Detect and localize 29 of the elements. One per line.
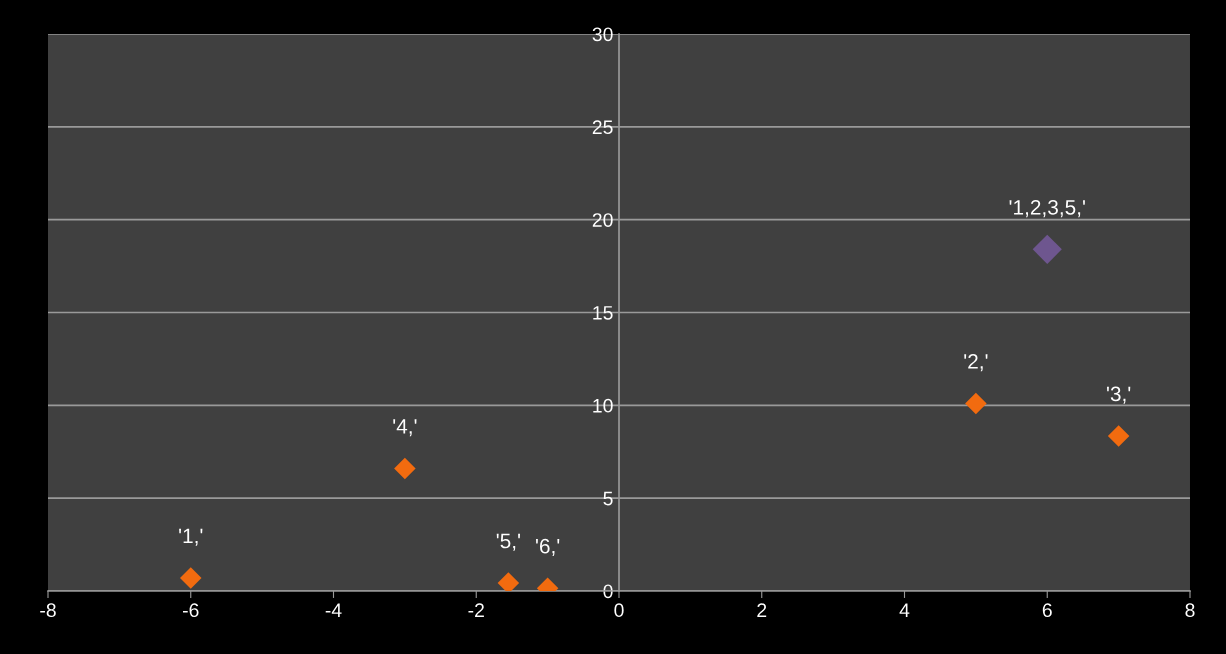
point bbox=[965, 392, 987, 415]
annotation: '1,2,3,5,' bbox=[1009, 199, 1085, 218]
y-tick-label: 0 bbox=[603, 584, 613, 599]
annotation: '2,' bbox=[964, 354, 988, 372]
x-tick-label: 4 bbox=[899, 603, 910, 617]
annotation: '5,' bbox=[496, 533, 520, 551]
annotation: '6,' bbox=[536, 538, 560, 556]
point bbox=[394, 457, 416, 480]
point bbox=[179, 567, 202, 589]
point bbox=[1032, 234, 1062, 264]
x-tick-label: -4 bbox=[325, 603, 342, 617]
y-tick-label: 30 bbox=[592, 27, 613, 42]
point bbox=[497, 572, 520, 591]
y-tick-label: 5 bbox=[603, 491, 613, 506]
x-tick-label: -6 bbox=[182, 603, 199, 618]
x-tick-label: 8 bbox=[1185, 603, 1195, 618]
annotation: '1,' bbox=[179, 528, 203, 546]
annotation: '4,' bbox=[393, 419, 417, 437]
x-tick-label: 2 bbox=[757, 603, 767, 617]
y-tick-label: 10 bbox=[593, 398, 613, 413]
x-tick-label: -8 bbox=[40, 603, 56, 618]
y-tick-label: 25 bbox=[592, 120, 613, 135]
point bbox=[1107, 425, 1130, 447]
x-tick-label: 6 bbox=[1042, 603, 1052, 618]
y-tick-label: 15 bbox=[593, 306, 613, 320]
x-tick-label: 0 bbox=[614, 603, 624, 618]
x-tick-label: -2 bbox=[468, 603, 484, 617]
annotation: '3,' bbox=[1107, 386, 1131, 404]
y-tick-label: 20 bbox=[592, 213, 613, 227]
